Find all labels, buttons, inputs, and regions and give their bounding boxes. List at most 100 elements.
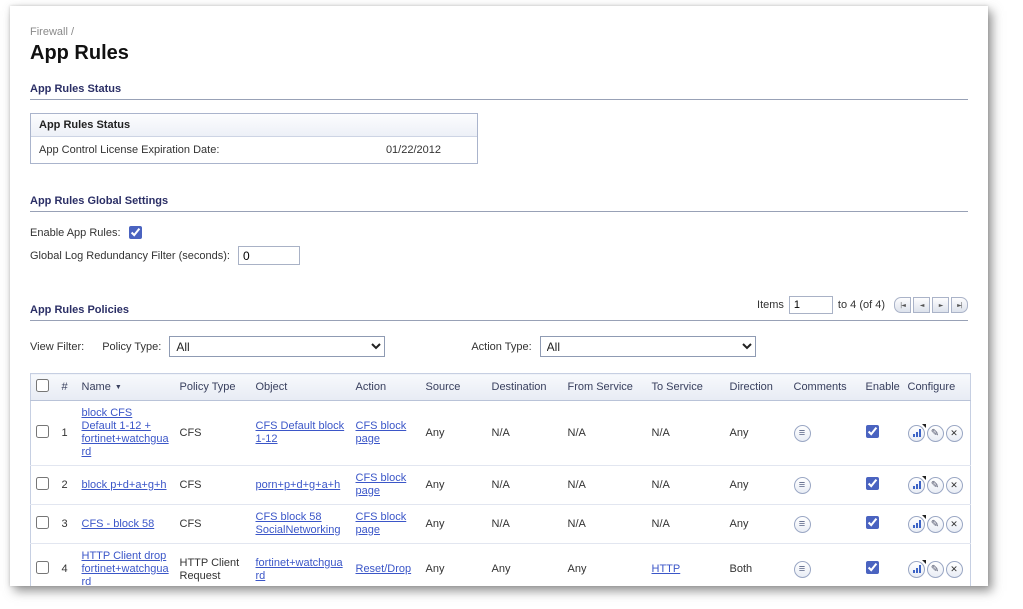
- log-redundancy-row: Global Log Redundancy Filter (seconds):: [30, 246, 968, 265]
- policies-section-title: App Rules Policies: [30, 304, 130, 316]
- policy-name-link[interactable]: block p+d+a+g+h: [81, 478, 167, 491]
- status-section-title: App Rules Status: [30, 83, 122, 95]
- col-policy-type: Policy Type: [174, 373, 251, 401]
- comment-icon[interactable]: ≡: [793, 424, 811, 442]
- enable-checkbox[interactable]: [865, 515, 879, 529]
- col-source: Source: [420, 373, 487, 401]
- policy-name-link[interactable]: block CFS Default 1-12 + fortinet+watchg…: [81, 407, 169, 458]
- traffic-statistics-icon[interactable]: [907, 475, 926, 494]
- policy-name-link[interactable]: CFS - block 58: [81, 517, 155, 530]
- policy-from-service-cell: N/A: [562, 400, 647, 466]
- policy-to-service-cell: N/A: [651, 517, 670, 530]
- policies-table: # Name ▼ Policy Type Object Action Source…: [30, 373, 971, 586]
- col-name[interactable]: Name ▼: [76, 373, 175, 401]
- enable-app-rules-label: Enable App Rules:: [30, 226, 121, 239]
- comment-icon[interactable]: ≡: [793, 515, 811, 533]
- enable-checkbox[interactable]: [865, 561, 879, 574]
- action-type-group: Action Type: All: [471, 336, 756, 357]
- row-select-cell: [30, 465, 57, 505]
- policy-destination-cell: N/A: [486, 465, 563, 505]
- policy-to-service-cell[interactable]: HTTP: [651, 563, 681, 575]
- policy-source-cell: Any: [420, 465, 487, 505]
- col-destination: Destination: [486, 373, 563, 401]
- log-redundancy-label: Global Log Redundancy Filter (seconds):: [30, 249, 230, 262]
- license-value: 01/22/2012: [385, 144, 441, 156]
- policy-from-service-cell: N/A: [562, 465, 647, 505]
- items-page-input[interactable]: [788, 296, 833, 314]
- delete-icon[interactable]: ✕: [945, 515, 963, 533]
- prev-page-icon[interactable]: ◄: [913, 297, 930, 313]
- enable-checkbox[interactable]: [865, 476, 879, 490]
- policies-table-body: 1 block CFS Default 1-12 + fortinet+watc…: [30, 400, 971, 586]
- policy-action-link[interactable]: CFS block page: [355, 420, 407, 445]
- edit-icon[interactable]: ✎: [926, 515, 944, 533]
- edit-icon[interactable]: ✎: [926, 476, 944, 494]
- policy-action-link[interactable]: CFS block page: [355, 472, 407, 497]
- policy-type-cell: CFS: [174, 504, 251, 544]
- col-object: Object: [250, 373, 351, 401]
- items-range-label: to 4 (of 4): [837, 299, 885, 311]
- log-redundancy-input[interactable]: [237, 246, 300, 265]
- next-page-icon[interactable]: ►: [932, 297, 949, 313]
- col-from-service: From Service: [562, 373, 647, 401]
- policy-number-cell: 3: [56, 504, 77, 544]
- row-select-checkbox[interactable]: [36, 561, 49, 574]
- comment-icon[interactable]: ≡: [793, 476, 811, 494]
- policy-to-service-cell: N/A: [651, 426, 670, 439]
- policy-action-link[interactable]: Reset/Drop: [355, 563, 412, 575]
- col-number: #: [56, 373, 77, 401]
- edit-icon[interactable]: ✎: [926, 424, 944, 442]
- breadcrumb: Firewall /: [30, 26, 75, 38]
- delete-icon[interactable]: ✕: [945, 424, 963, 442]
- policy-object-link[interactable]: CFS block 58 SocialNetworking: [255, 511, 341, 536]
- policy-object-link[interactable]: fortinet+watchguard: [255, 556, 343, 582]
- delete-icon[interactable]: ✕: [945, 561, 963, 578]
- status-box: App Rules Status App Control License Exp…: [30, 113, 478, 164]
- policy-type-cell: CFS: [174, 400, 251, 466]
- policy-destination-cell: N/A: [486, 400, 563, 466]
- action-type-select[interactable]: All: [539, 336, 756, 357]
- delete-icon[interactable]: ✕: [945, 476, 963, 494]
- select-all-checkbox[interactable]: [36, 379, 49, 392]
- row-select-checkbox[interactable]: [36, 424, 49, 438]
- enable-app-rules-checkbox[interactable]: [128, 226, 142, 239]
- first-page-icon[interactable]: |◄: [894, 297, 911, 313]
- configure-icons: ✎ ✕: [907, 423, 966, 442]
- policy-name-link[interactable]: HTTP Client drop fortinet+watchguard: [81, 550, 169, 586]
- policy-enable-cell: [860, 465, 903, 505]
- enable-app-rules-row: Enable App Rules:: [30, 226, 968, 239]
- policy-object-link[interactable]: CFS Default block 1-12: [255, 420, 345, 445]
- page-title: App Rules: [30, 42, 129, 64]
- col-direction: Direction: [724, 373, 789, 401]
- edit-icon[interactable]: ✎: [926, 561, 944, 578]
- row-select-checkbox[interactable]: [36, 476, 49, 490]
- traffic-statistics-icon[interactable]: [907, 514, 926, 533]
- policy-from-service-cell: Any: [562, 543, 647, 586]
- policy-type-select[interactable]: All: [169, 336, 386, 357]
- policy-type-label: Policy Type:: [102, 340, 162, 353]
- filter-row: View Filter: Policy Type: All Action Typ…: [30, 336, 968, 357]
- traffic-statistics-icon[interactable]: [907, 423, 926, 442]
- pagination: Items to 4 (of 4) |◄ ◄ ► ►|: [757, 296, 968, 316]
- col-to-service: To Service: [646, 373, 725, 401]
- policy-source-cell: Any: [420, 543, 487, 586]
- license-row: App Control License Expiration Date: 01/…: [31, 137, 477, 163]
- policies-section-header: App Rules Policies Items to 4 (of 4) |◄ …: [30, 296, 968, 321]
- enable-checkbox[interactable]: [865, 424, 879, 438]
- policy-action-link[interactable]: CFS block page: [355, 511, 407, 536]
- comment-icon[interactable]: ≡: [793, 561, 811, 578]
- policy-direction-cell: Any: [724, 504, 789, 544]
- policy-enable-cell: [860, 543, 903, 586]
- last-page-icon[interactable]: ►|: [951, 297, 968, 313]
- license-label: App Control License Expiration Date:: [39, 144, 220, 156]
- policy-direction-cell: Both: [724, 543, 789, 586]
- configure-icons: ✎ ✕: [907, 560, 966, 578]
- policy-number-cell: 1: [56, 400, 77, 466]
- status-section-header: App Rules Status: [30, 83, 968, 100]
- row-select-checkbox[interactable]: [36, 515, 49, 529]
- policy-object-link[interactable]: porn+p+d+g+a+h: [255, 478, 341, 491]
- row-select-cell: [30, 504, 57, 544]
- policy-type-cell: HTTP Client Request: [174, 543, 251, 586]
- global-settings-body: Enable App Rules: Global Log Redundancy …: [30, 226, 968, 265]
- traffic-statistics-icon[interactable]: [907, 560, 926, 578]
